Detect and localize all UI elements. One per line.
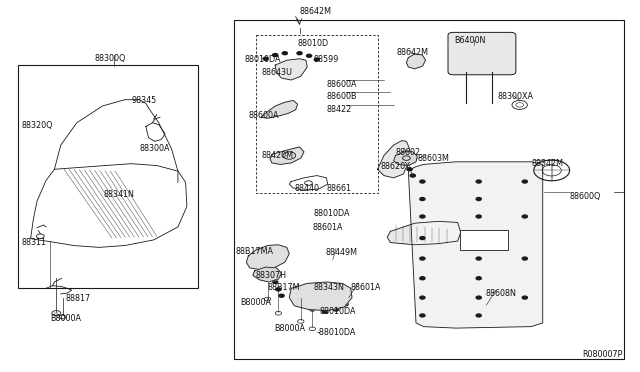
Polygon shape <box>270 147 304 164</box>
Text: 88010DA: 88010DA <box>244 55 281 64</box>
Text: 88010DA: 88010DA <box>314 209 350 218</box>
Circle shape <box>476 257 481 260</box>
Circle shape <box>476 215 481 218</box>
Circle shape <box>268 275 273 278</box>
Circle shape <box>476 180 481 183</box>
Text: 88440: 88440 <box>294 184 319 193</box>
Text: 88600A: 88600A <box>248 111 279 120</box>
Circle shape <box>476 198 481 201</box>
Text: -88010DA: -88010DA <box>317 328 356 337</box>
Circle shape <box>297 52 302 55</box>
Circle shape <box>476 237 481 240</box>
Text: 88010DA: 88010DA <box>320 307 356 316</box>
Polygon shape <box>387 221 461 245</box>
Bar <box>460 230 508 250</box>
Circle shape <box>420 257 425 260</box>
Circle shape <box>522 296 527 299</box>
Circle shape <box>263 57 268 60</box>
Circle shape <box>420 296 425 299</box>
Circle shape <box>420 198 425 201</box>
Text: 98345: 98345 <box>131 96 156 105</box>
Text: 88449M: 88449M <box>325 248 357 257</box>
Text: 88620Y: 88620Y <box>381 162 411 171</box>
Text: 88311: 88311 <box>21 238 46 247</box>
Circle shape <box>298 294 303 297</box>
Text: 88642M: 88642M <box>300 7 332 16</box>
Polygon shape <box>289 282 352 311</box>
Text: B8000A: B8000A <box>50 314 81 323</box>
Circle shape <box>307 54 312 57</box>
Circle shape <box>343 303 348 306</box>
Circle shape <box>522 180 527 183</box>
Circle shape <box>273 54 278 57</box>
Bar <box>234 20 624 359</box>
Polygon shape <box>246 245 289 270</box>
Circle shape <box>279 294 284 297</box>
Text: 88B17MA: 88B17MA <box>236 247 273 256</box>
Text: 88600B: 88600B <box>326 92 357 101</box>
Circle shape <box>301 303 307 306</box>
Circle shape <box>476 314 481 317</box>
Text: 88661: 88661 <box>326 184 351 193</box>
Text: 88642M: 88642M <box>397 48 429 57</box>
Circle shape <box>323 310 328 313</box>
Text: 88817: 88817 <box>66 294 91 303</box>
Circle shape <box>522 257 527 260</box>
Text: 88599: 88599 <box>314 55 339 64</box>
Text: 88601A: 88601A <box>351 283 381 292</box>
Bar <box>18 65 198 288</box>
Circle shape <box>476 277 481 280</box>
Polygon shape <box>406 54 426 69</box>
Circle shape <box>420 314 425 317</box>
Text: R080007P: R080007P <box>582 350 623 359</box>
Polygon shape <box>394 152 417 166</box>
Circle shape <box>420 237 425 240</box>
Circle shape <box>420 180 425 183</box>
Text: 88602: 88602 <box>396 148 420 157</box>
Text: 88608N: 88608N <box>485 289 516 298</box>
Text: 88643U: 88643U <box>261 68 292 77</box>
Polygon shape <box>275 59 307 80</box>
Text: 88B17M: 88B17M <box>268 283 300 292</box>
Text: 88341N: 88341N <box>104 190 134 199</box>
Text: B6400N: B6400N <box>454 36 486 45</box>
Circle shape <box>407 168 412 171</box>
Circle shape <box>420 215 425 218</box>
Circle shape <box>476 296 481 299</box>
Circle shape <box>410 174 415 177</box>
Text: 88320Q: 88320Q <box>21 121 52 130</box>
FancyBboxPatch shape <box>448 32 516 75</box>
Text: 88343N: 88343N <box>314 283 344 292</box>
Text: 88010D: 88010D <box>298 39 329 48</box>
Text: 88600Q: 88600Q <box>570 192 601 201</box>
Polygon shape <box>261 100 298 118</box>
Circle shape <box>333 308 339 311</box>
Circle shape <box>265 269 270 272</box>
Text: 88307H: 88307H <box>256 271 287 280</box>
Text: 88601A: 88601A <box>312 223 343 232</box>
Text: 88420M: 88420M <box>261 151 293 160</box>
Circle shape <box>276 288 281 291</box>
Circle shape <box>420 277 425 280</box>
Circle shape <box>310 308 315 311</box>
Polygon shape <box>253 267 282 282</box>
Text: 88300A: 88300A <box>140 144 170 153</box>
Text: 88300XA: 88300XA <box>498 92 534 101</box>
Circle shape <box>282 52 287 55</box>
Text: B8000A: B8000A <box>274 324 305 333</box>
Polygon shape <box>408 162 543 328</box>
Circle shape <box>273 280 278 283</box>
Circle shape <box>314 58 319 61</box>
Text: 88422: 88422 <box>326 105 351 114</box>
Polygon shape <box>378 141 410 178</box>
Text: 88603M: 88603M <box>417 154 449 163</box>
Text: B8000A: B8000A <box>240 298 271 307</box>
Text: 88300Q: 88300Q <box>95 54 126 63</box>
Text: 88342M: 88342M <box>531 159 563 168</box>
Circle shape <box>261 264 266 267</box>
Text: 88600A: 88600A <box>326 80 357 89</box>
Circle shape <box>522 215 527 218</box>
